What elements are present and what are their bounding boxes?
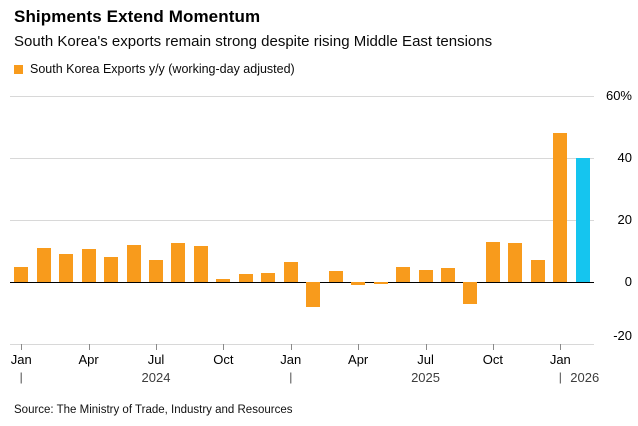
x-tick-mark (156, 344, 157, 350)
bar-aug-2025 (441, 268, 455, 282)
chart-legend: South Korea Exports y/y (working-day adj… (14, 62, 295, 76)
bar-jan-2024 (14, 266, 29, 282)
y-tick-label--20: -20 (613, 328, 632, 343)
chart-subtitle: South Korea's exports remain strong desp… (14, 33, 493, 50)
y-tick-label-60%: 60% (605, 88, 632, 103)
y-axis-labels: 60% 40 20 0 -20 (594, 88, 636, 344)
year-divider: | (289, 370, 293, 384)
x-tick-label: Apr (348, 352, 369, 367)
x-tick-label: Jan (10, 352, 32, 367)
gridline-60 (10, 96, 594, 97)
bar-sep-2025 (463, 282, 478, 304)
x-tick-label: Jul (147, 352, 165, 367)
x-tick-label: Oct (213, 352, 234, 367)
bar-dec-2024 (261, 272, 276, 282)
source-note: Source: The Ministry of Trade, Industry … (14, 404, 293, 416)
x-tick-mark (21, 344, 23, 350)
bar-may-2025 (373, 282, 388, 284)
bar-feb-2025 (306, 282, 321, 307)
x-tick-mark (88, 344, 90, 350)
bar-jun-2024 (126, 244, 141, 282)
x-tick-mark (223, 344, 225, 350)
plot-area (10, 96, 594, 345)
x-tick-mark (358, 344, 360, 350)
x-tick-label: Apr (78, 352, 99, 367)
bar-mar-2025 (328, 271, 343, 282)
y-tick-label-40: 40 (617, 150, 632, 165)
x-tick-mark (425, 344, 427, 350)
gridline-20 (10, 220, 594, 221)
x-tick-label: Jan (549, 352, 571, 367)
bar-aug-2024 (171, 243, 186, 282)
bar-jul-2025 (418, 269, 433, 282)
page-title: Shipments Extend Momentum (14, 7, 261, 26)
x-axis: Jan Apr Jul Oct Jan Apr Jul Oct Jan | | | 2024 2025 20… (0, 88, 638, 394)
bar-dec-2025 (530, 260, 545, 282)
bar-jan-2026 (553, 133, 568, 282)
gridline-40 (10, 158, 594, 159)
y-tick-label-20: 20 (617, 212, 632, 227)
x-tick-mark (560, 344, 562, 350)
year-divider: | (558, 370, 562, 384)
bar-feb-2024 (36, 247, 51, 282)
gridline--20 (10, 344, 594, 345)
x-tick-label: Jul (417, 352, 434, 367)
legend-swatch (14, 64, 23, 74)
bar-feb-2026 (575, 158, 590, 282)
bar-sep-2024 (193, 246, 208, 282)
x-tick-label: Oct (482, 352, 504, 367)
year-label-2026: 2026 (570, 370, 600, 385)
bar-nov-2025 (508, 243, 523, 282)
bar-jul-2024 (149, 260, 163, 282)
x-tick-mark (492, 344, 494, 350)
y-tick-label-0: 0 (624, 274, 632, 289)
legend-label: South Korea Exports y/y (working-day adj… (30, 62, 295, 76)
bar-apr-2024 (81, 249, 96, 282)
bar-mar-2024 (59, 254, 74, 282)
bar-jan-2025 (283, 261, 298, 282)
year-label-2024: 2024 (141, 370, 171, 385)
zero-axis-line (10, 282, 594, 283)
x-tick-mark (290, 344, 292, 350)
x-tick-label: Jan (280, 352, 302, 367)
year-divider: | (19, 370, 23, 384)
bar-jun-2025 (396, 266, 411, 282)
bar-nov-2024 (238, 274, 253, 282)
bar-apr-2025 (351, 282, 366, 286)
bar-oct-2024 (216, 278, 231, 282)
exports-bar-chart: 60% 40 20 0 -20 Jan Apr Jul Oct Jan Apr Jul Oct Jan |… (0, 88, 638, 394)
bar-may-2024 (104, 257, 119, 282)
bar-oct-2025 (485, 241, 500, 282)
year-label-2025: 2025 (411, 370, 440, 385)
